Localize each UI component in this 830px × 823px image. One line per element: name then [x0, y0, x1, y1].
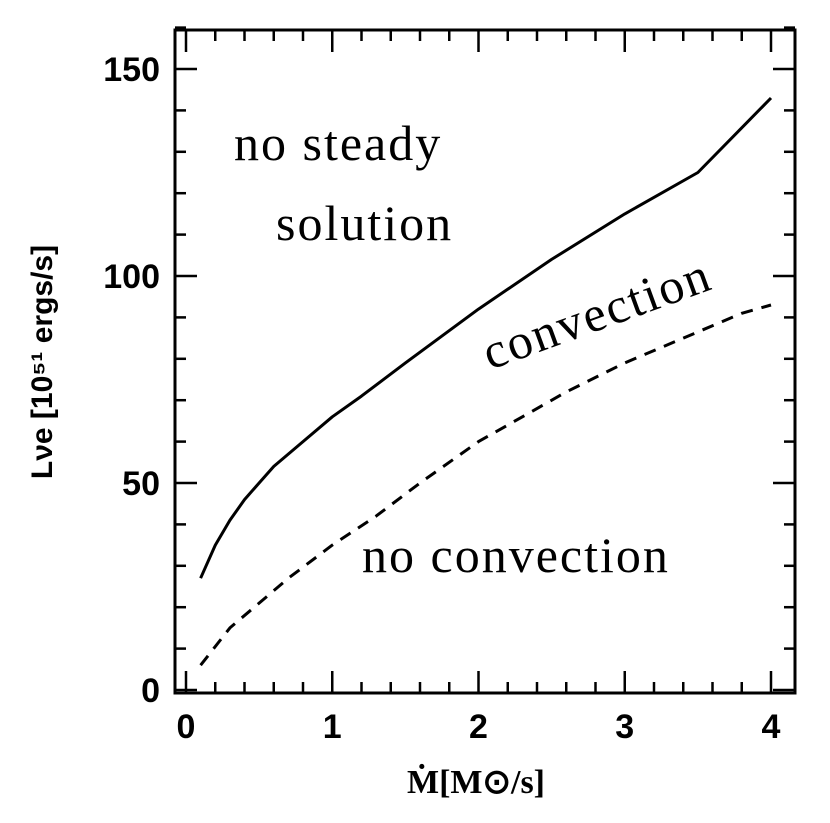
annotation-convection: convection — [475, 246, 719, 380]
y-tick-label: 100 — [103, 258, 160, 296]
y-tick-label: 0 — [141, 672, 160, 710]
tick-labels: 0 1 2 3 4 0 50 100 150 — [103, 51, 780, 746]
y-axis-label: Lνe [10⁵¹ ergs/s] — [26, 245, 59, 479]
x-axis-label: Ṁ[M⊙/s] — [407, 763, 545, 801]
x-tick-label: 4 — [762, 708, 781, 746]
annotation-no-steady-2: solution — [276, 195, 453, 251]
annotation-no-steady-1: no steady — [234, 115, 442, 171]
ticks — [175, 26, 795, 693]
series-group — [199, 96, 773, 667]
annotation-no-convection: no convection — [362, 527, 670, 583]
x-tick-label: 1 — [323, 708, 342, 746]
x-tick-label: 0 — [177, 708, 196, 746]
y-tick-label: 50 — [122, 465, 160, 503]
plot-frame — [173, 28, 797, 695]
x-tick-label: 3 — [615, 708, 634, 746]
x-tick-label: 2 — [469, 708, 488, 746]
y-tick-label: 150 — [103, 51, 160, 89]
series-line-dashed — [199, 303, 772, 667]
series-line-solid — [199, 96, 773, 579]
